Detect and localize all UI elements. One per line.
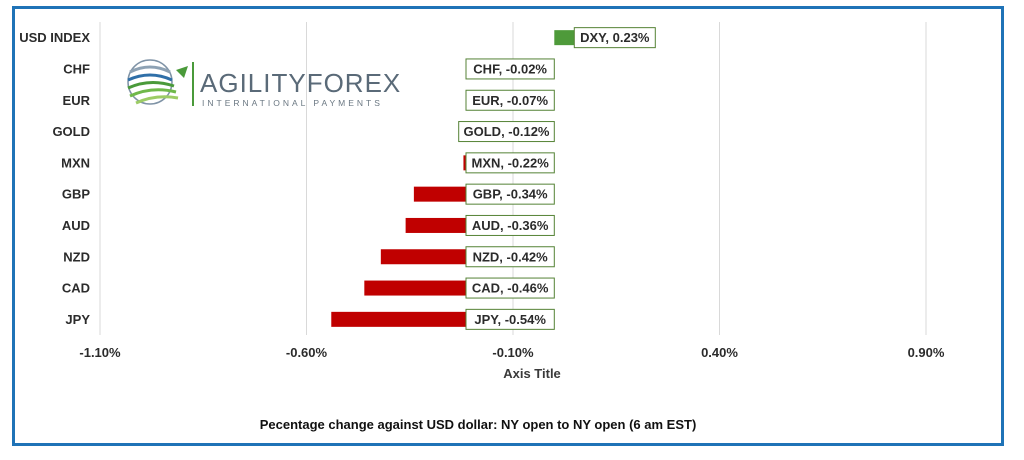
- svg-text:GBP, -0.34%: GBP, -0.34%: [473, 187, 548, 202]
- logo-brand-text: AGILITYFOREX: [200, 68, 401, 98]
- category-label: GBP: [62, 187, 91, 202]
- category-label: EUR: [63, 93, 91, 108]
- data-label: DXY, 0.23%: [573, 27, 656, 49]
- data-labels: DXY, 0.23% CHF, -0.02% EUR, -0.07% GOLD, -0…: [458, 27, 656, 330]
- svg-text:DXY, 0.23%: DXY, 0.23%: [580, 30, 650, 45]
- category-label: NZD: [63, 249, 90, 264]
- data-label: GBP, -0.34%: [465, 183, 555, 205]
- data-label: NZD, -0.42%: [465, 246, 555, 268]
- svg-text:EUR, -0.07%: EUR, -0.07%: [472, 93, 548, 108]
- category-label: GOLD: [52, 124, 90, 139]
- chart-caption: Pecentage change against USD dollar: NY …: [260, 417, 697, 432]
- category-label: USD INDEX: [19, 30, 90, 45]
- svg-text:MXN, -0.22%: MXN, -0.22%: [471, 155, 549, 170]
- category-label: CHF: [63, 61, 90, 76]
- data-label: CAD, -0.46%: [465, 277, 555, 299]
- x-tick-label: 0.90%: [908, 345, 945, 360]
- x-tick-label: -0.60%: [286, 345, 328, 360]
- category-label: CAD: [62, 281, 90, 296]
- data-label: AUD, -0.36%: [465, 214, 555, 236]
- data-label: GOLD, -0.12%: [458, 121, 555, 143]
- agilityforex-logo: AGILITYFOREX INTERNATIONAL PAYMENTS: [127, 59, 401, 108]
- svg-text:GOLD, -0.12%: GOLD, -0.12%: [464, 124, 550, 139]
- category-label: MXN: [61, 155, 90, 170]
- x-axis-title: Axis Title: [503, 366, 561, 381]
- data-label: MXN, -0.22%: [465, 152, 555, 174]
- svg-text:NZD, -0.42%: NZD, -0.42%: [473, 249, 549, 264]
- data-label: CHF, -0.02%: [465, 58, 555, 80]
- x-tick-label: -0.10%: [492, 345, 534, 360]
- svg-text:JPY, -0.54%: JPY, -0.54%: [474, 312, 546, 327]
- data-label: EUR, -0.07%: [465, 89, 555, 111]
- logo-tagline-text: INTERNATIONAL PAYMENTS: [202, 98, 383, 108]
- category-label: AUD: [62, 218, 90, 233]
- data-label: JPY, -0.54%: [465, 308, 555, 330]
- x-tick-label: 0.40%: [701, 345, 738, 360]
- category-labels: USD INDEX CHF EUR GOLD MXN GBP AUD NZD CAD JPY: [19, 30, 90, 327]
- category-label: JPY: [65, 312, 90, 327]
- x-tick-label: -1.10%: [79, 345, 121, 360]
- x-tick-labels: -1.10% -0.60% -0.10% 0.40% 0.90%: [79, 345, 944, 360]
- svg-text:CHF, -0.02%: CHF, -0.02%: [473, 61, 547, 76]
- globe-icon: [127, 59, 188, 105]
- svg-text:CAD, -0.46%: CAD, -0.46%: [472, 281, 549, 296]
- svg-text:AUD, -0.36%: AUD, -0.36%: [472, 218, 549, 233]
